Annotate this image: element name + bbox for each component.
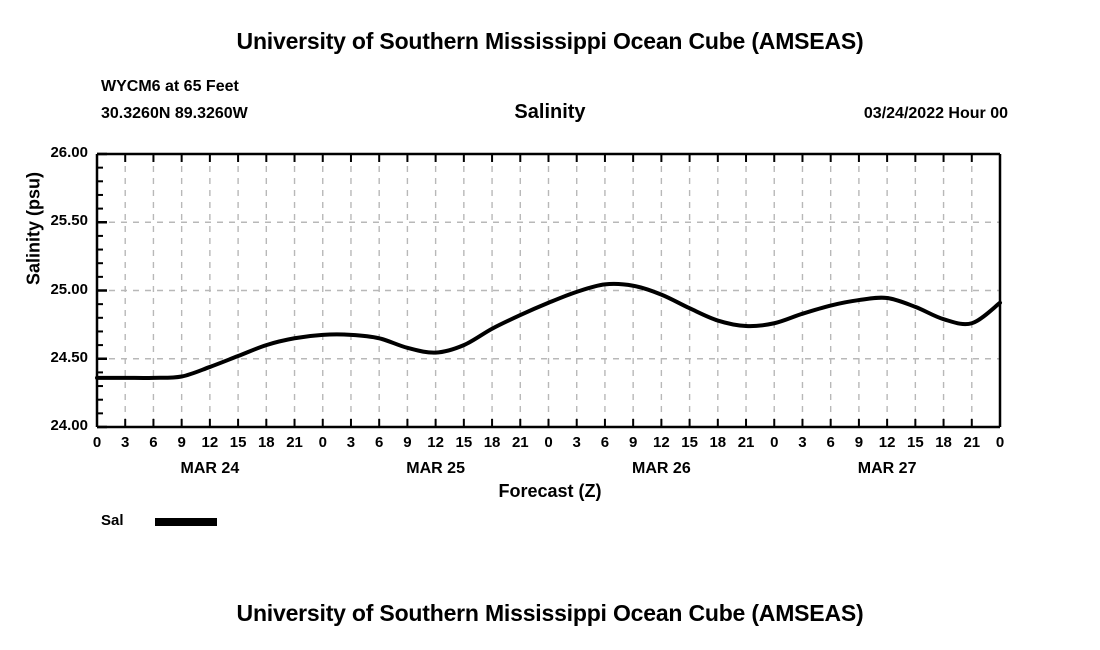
x-tick-label: 15 [907, 434, 924, 451]
x-tick-label: 15 [229, 434, 247, 451]
x-tick-label: 9 [177, 434, 186, 451]
x-tick-label: 3 [572, 434, 581, 451]
x-day-label: MAR 27 [857, 460, 917, 477]
x-tick-label: 0 [92, 434, 102, 451]
x-tick-label: 6 [826, 434, 835, 451]
y-tick-label: 24.00 [50, 417, 88, 434]
x-day-label: MAR 24 [180, 460, 240, 477]
x-axis-label: Forecast (Z) [498, 481, 602, 501]
x-tick-label: 18 [257, 434, 275, 451]
run-time-label: 03/24/2022 Hour 00 [863, 105, 1008, 122]
x-day-label: MAR 26 [632, 460, 691, 477]
x-tick-label: 0 [995, 434, 1005, 451]
x-tick-label: 12 [653, 434, 670, 451]
data-series-sal [95, 281, 1002, 380]
page-title: University of Southern Mississippi Ocean… [236, 28, 864, 54]
coordinates-label: 30.3260N 89.3260W [101, 105, 248, 122]
y-tick-label: 25.50 [50, 212, 88, 230]
y-tick-label: 24.50 [50, 348, 88, 366]
x-tick-label: 6 [600, 434, 610, 451]
x-tick-label: 0 [770, 434, 779, 451]
x-tick-label: 18 [709, 434, 727, 451]
x-tick-label: 0 [318, 434, 327, 451]
x-tick-label: 6 [149, 434, 158, 451]
page-footer: University of Southern Mississippi Ocean… [236, 600, 864, 626]
x-tick-label: 12 [201, 434, 219, 451]
x-tick-label: 3 [121, 434, 130, 451]
x-tick-label: 9 [403, 434, 412, 451]
y-tick-label: 26.00 [50, 144, 88, 161]
y-tick-label: 25.00 [50, 280, 88, 298]
x-tick-label: 9 [628, 434, 638, 451]
x-tick-label: 18 [935, 434, 952, 451]
x-day-label: MAR 25 [406, 460, 465, 477]
x-tick-label: 6 [375, 434, 384, 451]
variable-title: Salinity [514, 101, 586, 123]
legend-swatch-sal [155, 518, 217, 526]
x-tick-label: 3 [798, 434, 807, 451]
x-tick-label: 15 [681, 434, 698, 451]
x-tick-label: 21 [963, 434, 981, 451]
grid-lines [97, 154, 1000, 427]
x-tick-label: 0 [544, 434, 553, 451]
x-tick-label: 3 [346, 434, 356, 451]
x-tick-label: 21 [511, 434, 529, 451]
x-tick-label: 15 [455, 434, 473, 451]
legend-label-sal: Sal [101, 512, 124, 529]
x-tick-label: 12 [427, 434, 444, 451]
plot-frame [95, 152, 1002, 429]
x-tick-label: 21 [737, 434, 755, 451]
x-tick-label: 21 [286, 434, 303, 451]
x-tick-label: 9 [854, 434, 864, 451]
station-label: WYCM6 at 65 Feet [101, 78, 239, 95]
x-tick-label: 18 [483, 434, 501, 451]
x-tick-label: 12 [878, 434, 896, 451]
